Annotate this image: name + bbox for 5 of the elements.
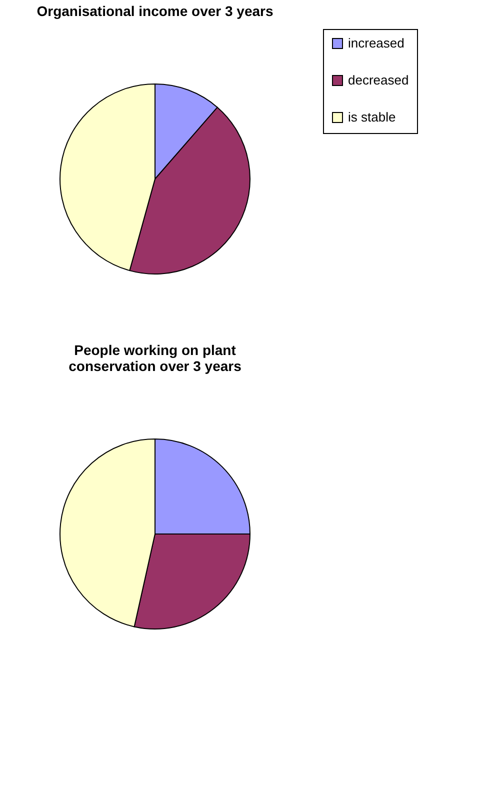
legend-label: is stable xyxy=(348,110,396,124)
legend-label: decreased xyxy=(348,72,409,88)
chart-title: People working on plant conservation over 3 years xyxy=(68,342,242,374)
chart-title: Organisational income over 3 years xyxy=(36,3,274,19)
legend-label: increased xyxy=(348,36,404,50)
